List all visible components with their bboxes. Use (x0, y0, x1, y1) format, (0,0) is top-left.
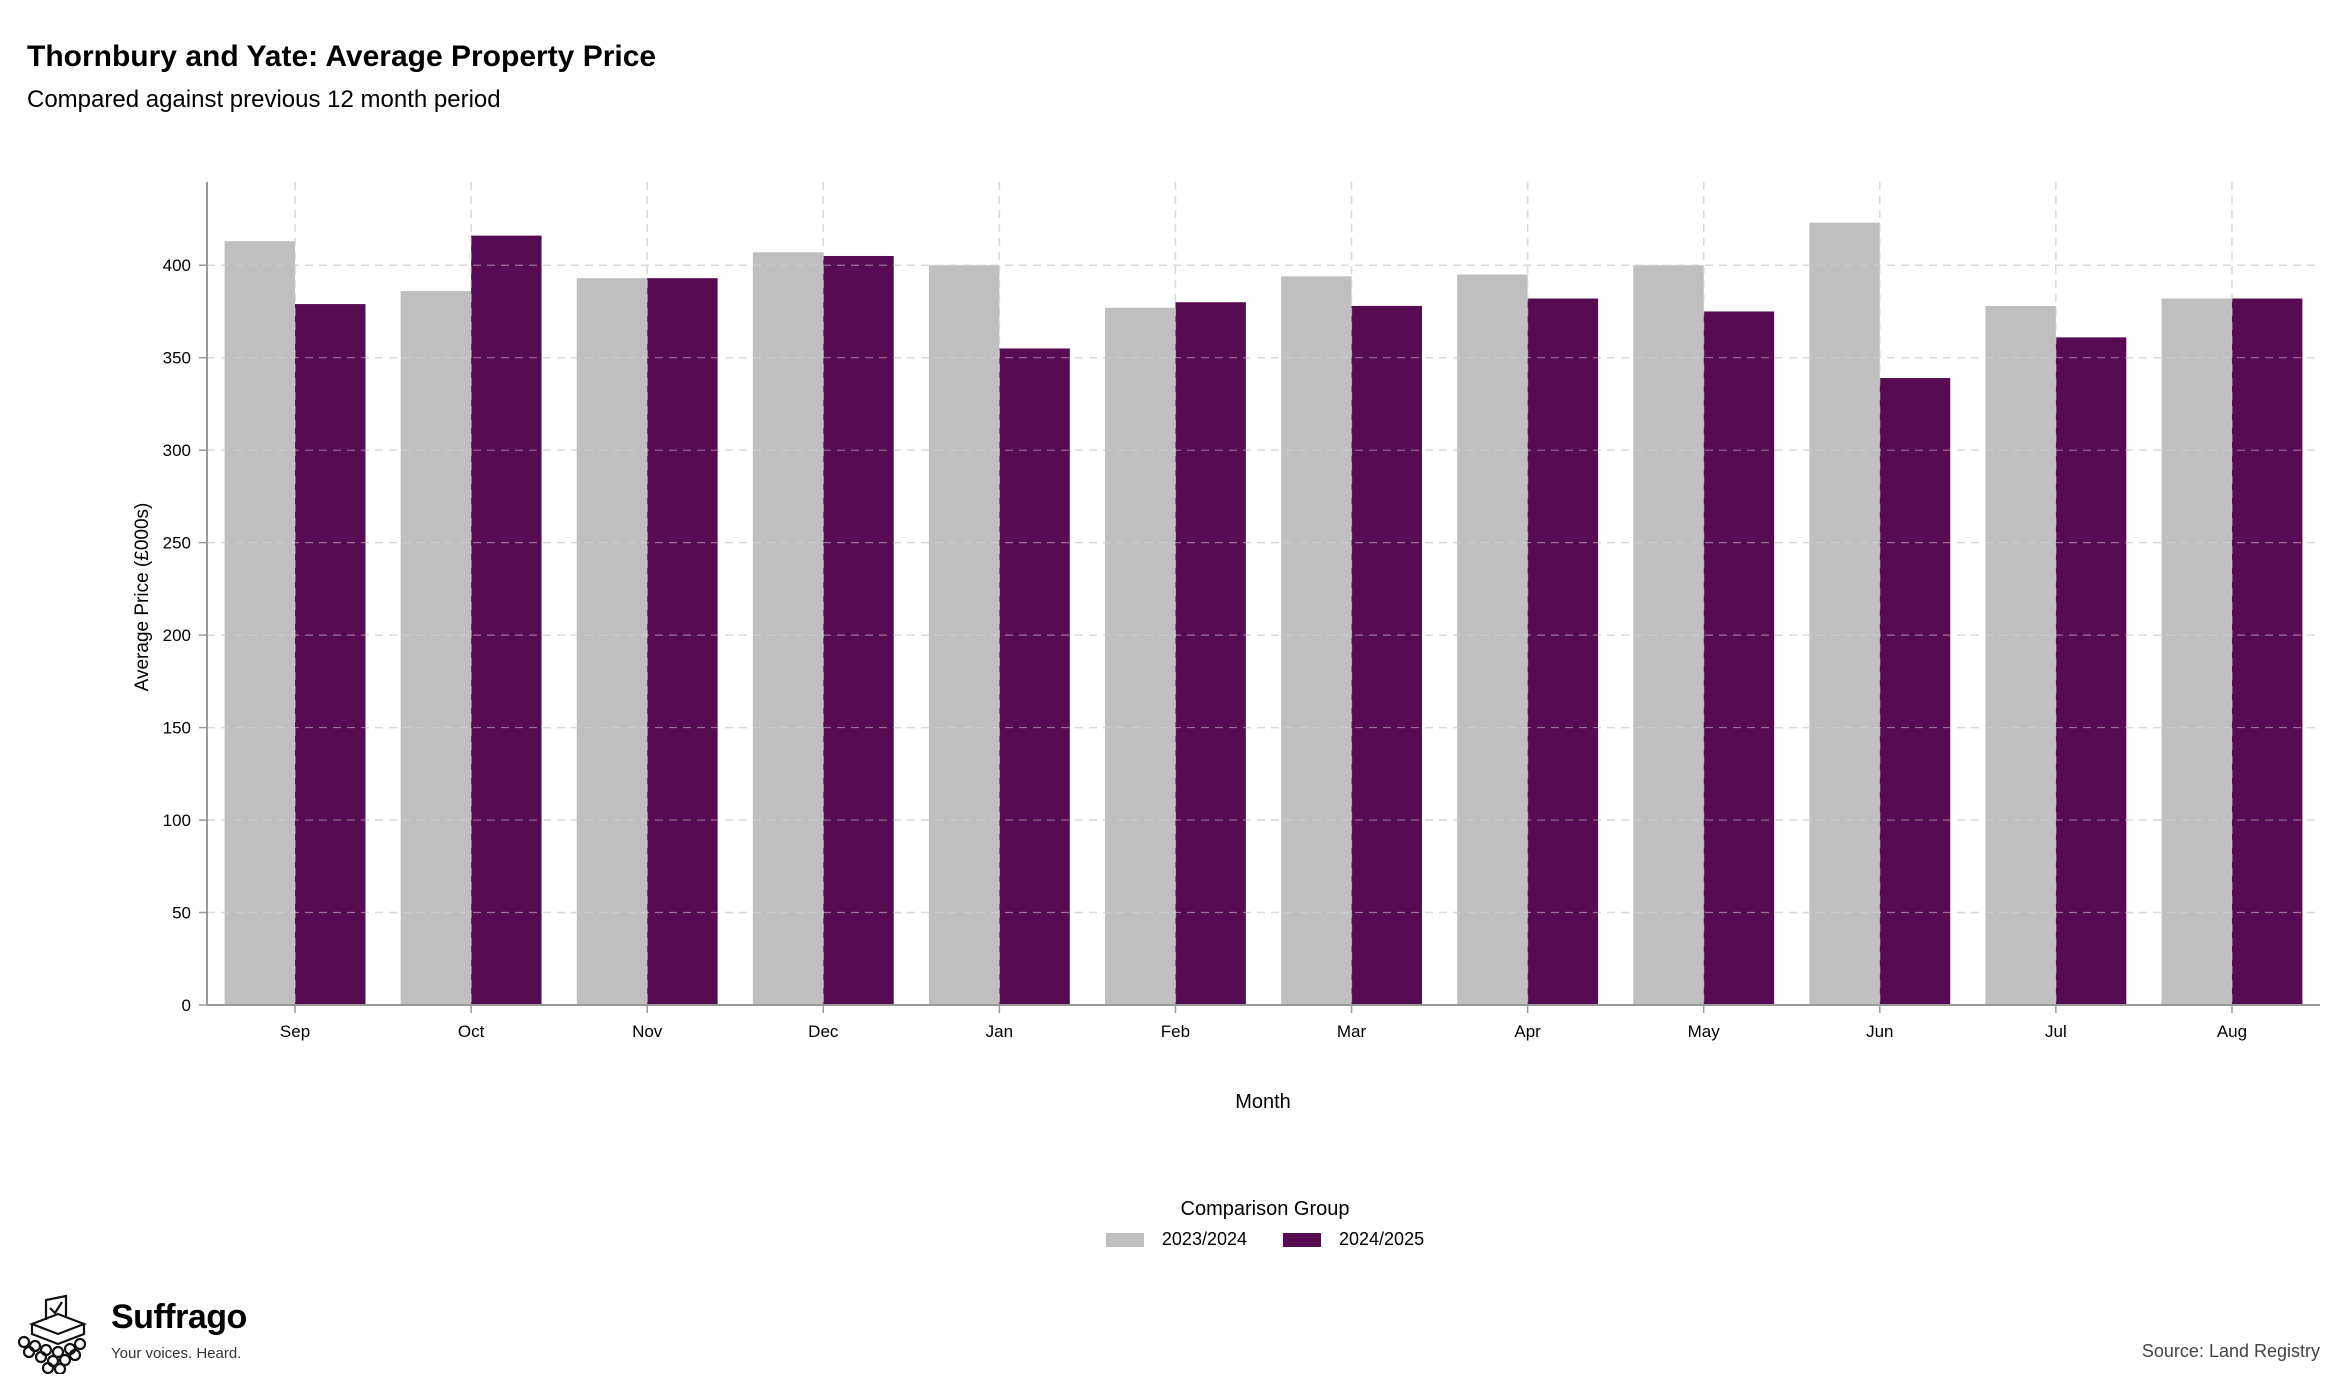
y-tick-label: 400 (163, 256, 191, 275)
bar-2024-2025-may (1703, 311, 1775, 1005)
bar-2024-2025-mar (1351, 305, 1422, 1005)
legend: Comparison Group 2023/2024 2024/2025 (1090, 1198, 1440, 1250)
y-tick-label: 50 (172, 904, 191, 923)
bar-2023-2024-apr (1457, 274, 1528, 1005)
x-tick-label: Mar (1337, 1022, 1367, 1041)
bar-2023-2024-jun (1809, 222, 1880, 1006)
legend-title: Comparison Group (1180, 1198, 1350, 1220)
bar-2023-2024-sep (224, 241, 296, 1006)
y-tick-label: 0 (182, 996, 191, 1015)
chart-title: Thornbury and Yate: Average Property Pri… (27, 40, 657, 73)
bar-2024-2025-jan (999, 348, 1070, 1005)
legend-item-2024-2025: 2024/2025 (1283, 1229, 1424, 1250)
y-tick-label: 200 (163, 626, 191, 645)
chart-subtitle: Compared against previous 12 month perio… (27, 86, 501, 113)
brand-tagline: Your voices. Heard. (111, 1345, 242, 1362)
bar-2024-2025-aug (2231, 298, 2303, 1005)
y-tick-label: 150 (163, 719, 191, 738)
y-tick-label: 350 (163, 349, 191, 368)
y-tick-label: 250 (163, 534, 191, 553)
bar-2023-2024-dec (752, 252, 824, 1005)
legend-swatch-2023-2024 (1105, 1232, 1144, 1247)
x-tick-label: Nov (632, 1022, 663, 1041)
bar-2023-2024-oct (400, 291, 472, 1006)
x-tick-label: Apr (1514, 1022, 1541, 1041)
bar-chart: 0 50 100 150 200 250 300 350 400 Sep Oct Nov Dec Jan… (132, 182, 2320, 1113)
y-tick-labels: 0 50 100 150 200 250 300 350 400 (163, 256, 191, 1015)
x-tick-label: Aug (2217, 1022, 2247, 1041)
legend-label-2024-2025: 2024/2025 (1339, 1229, 1425, 1249)
bars (207, 182, 2320, 1006)
legend-item-2023-2024: 2023/2024 (1105, 1229, 1247, 1250)
x-tick-label: Feb (1161, 1022, 1190, 1041)
x-axis-label: Month (1235, 1091, 1291, 1113)
brand-logo: Suffrago Your voices. Heard. (14, 1294, 247, 1379)
bar-2024-2025-sep (295, 304, 366, 1005)
bar-2024-2025-apr (1527, 298, 1599, 1005)
y-tick-label: 300 (163, 441, 191, 460)
axes (199, 182, 2320, 1013)
y-tick-label: 100 (163, 811, 191, 830)
ballot-box-icon (17, 1294, 88, 1376)
bar-2023-2024-jul (1985, 305, 2056, 1005)
x-tick-label: Jun (1866, 1022, 1893, 1041)
legend-items: 2023/2024 2024/2025 (1090, 1229, 1440, 1250)
x-tick-label: May (1688, 1022, 1721, 1041)
bar-2024-2025-nov (647, 278, 718, 1005)
y-axis-label: Average Price (£000s) (132, 503, 153, 692)
x-tick-label: Jul (2045, 1022, 2067, 1041)
legend-label-2023-2024: 2023/2024 (1161, 1229, 1247, 1249)
bar-2023-2024-aug (2161, 298, 2232, 1005)
brand-name: Suffrago (111, 1298, 247, 1336)
legend-swatch-2024-2025 (1283, 1232, 1321, 1247)
bar-2024-2025-oct (471, 235, 542, 1005)
bar-2023-2024-nov (576, 278, 648, 1005)
x-tick-label: Sep (280, 1022, 310, 1041)
bar-2023-2024-mar (1281, 276, 1352, 1005)
bar-2023-2024-feb (1105, 307, 1176, 1005)
x-tick-label: Dec (808, 1022, 839, 1041)
bar-2024-2025-dec (823, 255, 894, 1005)
bar-2024-2025-feb (1175, 302, 1246, 1005)
bar-2024-2025-jul (2055, 337, 2127, 1006)
bar-2024-2025-jun (1879, 378, 1951, 1006)
source-note: Source: Land Registry (2141, 1341, 2320, 1361)
x-tick-label: Oct (458, 1022, 485, 1041)
x-tick-label: Jan (986, 1022, 1013, 1041)
x-tick-labels: Sep Oct Nov Dec Jan Feb Mar Apr May Jun Jul Aug (280, 1022, 2247, 1041)
